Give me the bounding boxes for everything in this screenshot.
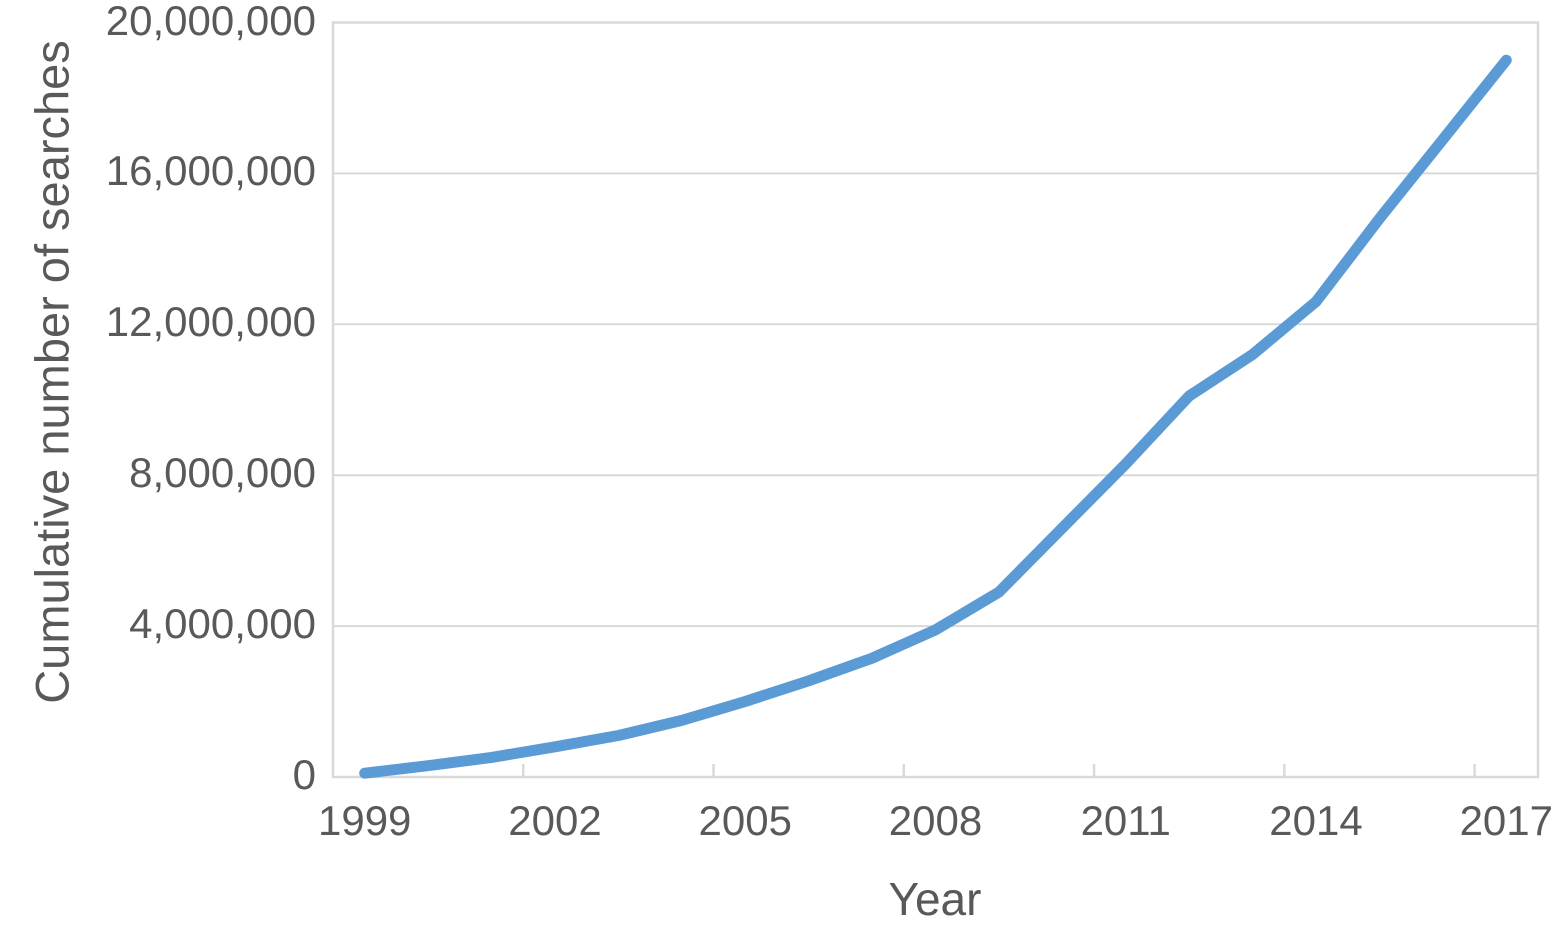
y-tick-label: 20,000,000 (105, 0, 316, 44)
x-tick-label: 2017 (1459, 797, 1553, 844)
plot-border (331, 21, 1540, 779)
x-tick-label: 2008 (888, 797, 983, 844)
y-tick-label: 12,000,000 (105, 298, 316, 346)
y-tick-label: 0 (292, 751, 316, 799)
y-tick-label: 16,000,000 (105, 147, 316, 195)
x-axis-title: Year (888, 873, 982, 925)
x-tick-label: 2011 (1080, 797, 1171, 844)
y-tick-label: 8,000,000 (129, 449, 316, 497)
x-tick-label: 2005 (698, 797, 792, 844)
data-series-line (359, 54, 1512, 779)
x-tick-label: 1999 (317, 797, 412, 844)
x-tick-label: 2014 (1269, 797, 1363, 844)
x-tick-label: 2002 (508, 797, 602, 844)
y-tick-label: 4,000,000 (129, 600, 316, 648)
